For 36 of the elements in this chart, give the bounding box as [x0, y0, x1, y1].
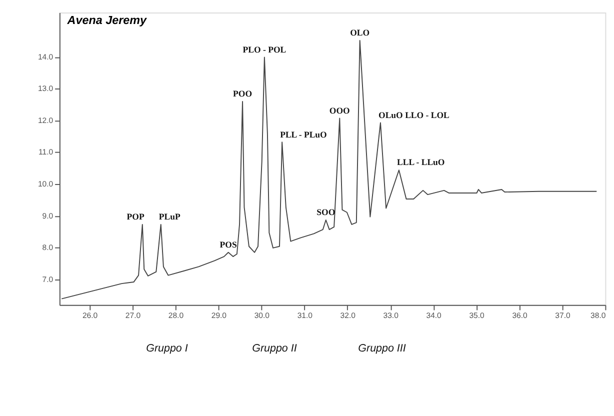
- text: Gruppo I: [146, 342, 188, 355]
- x-tick-label: 26.0: [82, 311, 98, 320]
- x-tick-label: 35.0: [469, 311, 486, 320]
- y-tick-label: 10.0: [38, 180, 54, 189]
- y-tick-label: 11.0: [38, 148, 54, 157]
- annotation: POP: [126, 212, 145, 222]
- annotation: POS: [220, 240, 237, 250]
- x-tick-label: 38.0: [590, 311, 606, 320]
- x-tick-label: 36.0: [512, 311, 528, 320]
- annotation: OLO: [350, 28, 370, 38]
- x-tick-label: 37.0: [555, 311, 571, 320]
- x-tick-label: 30.0: [254, 311, 270, 320]
- annotation: PLL - PLuO: [280, 129, 328, 140]
- text: Gruppo III: [358, 342, 406, 355]
- y-tick-label: 7.0: [42, 274, 54, 284]
- annotation: POO: [233, 88, 252, 99]
- x-tick-label: 28.0: [168, 311, 184, 320]
- annotation: OOO: [329, 105, 350, 116]
- line-series: [61, 40, 598, 300]
- y-tick-label: 8.0: [42, 243, 54, 252]
- y-tick-label: 9.0: [42, 211, 54, 220]
- y-tick-label: 12.0: [38, 116, 54, 125]
- y-tick-label: 13.0: [38, 84, 54, 94]
- x-tick-label: 33.0: [383, 311, 400, 320]
- chart-title: Avena Jeremy: [66, 14, 148, 28]
- x-tick-label: 31.0: [297, 311, 314, 320]
- x-tick-label: 34.0: [426, 311, 442, 320]
- x-tick-label: 27.0: [125, 311, 142, 320]
- x-tick-label: 29.0: [211, 311, 228, 320]
- annotation: PLO - POL: [242, 44, 286, 54]
- y-tick-label: 14.0: [38, 52, 54, 62]
- annotation: PLuP: [158, 212, 181, 222]
- annotation: OLuO LLO - LOL: [378, 110, 450, 120]
- x-tick-label: 32.0: [340, 311, 356, 320]
- text: Gruppo II: [252, 342, 297, 355]
- annotation: LLL - LLuO: [397, 157, 445, 168]
